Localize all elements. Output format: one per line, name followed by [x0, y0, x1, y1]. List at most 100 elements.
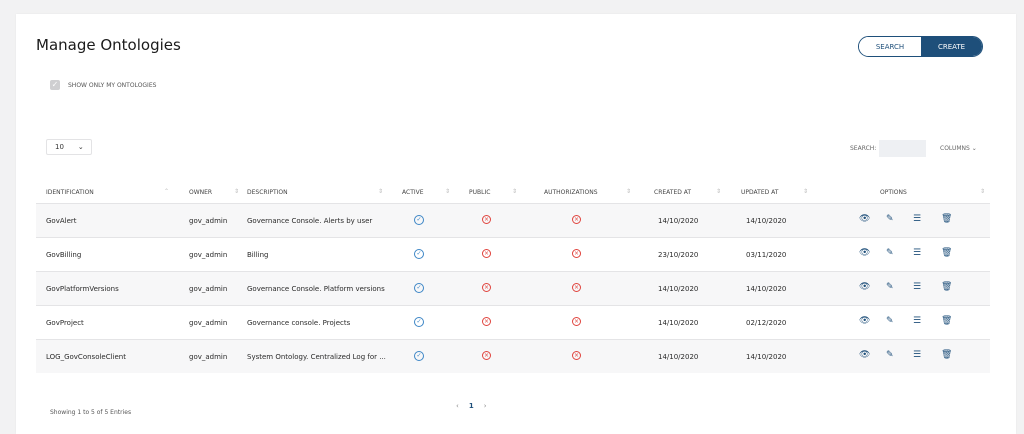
- x-circle-icon: ×: [572, 351, 581, 360]
- page-number-current[interactable]: 1: [468, 402, 474, 410]
- sort-icon[interactable]: ⇕: [626, 188, 632, 195]
- created-at-cell: 23/10/2020: [658, 251, 699, 259]
- list-icon[interactable]: ☰: [913, 214, 922, 224]
- list-icon[interactable]: ☰: [913, 248, 922, 258]
- created-at-cell: 14/10/2020: [658, 285, 699, 293]
- search-button[interactable]: SEARCH: [859, 37, 921, 56]
- x-circle-icon: ×: [482, 351, 491, 360]
- col-owner[interactable]: OWNER: [189, 189, 213, 196]
- owner-cell: gov_admin: [189, 353, 228, 361]
- trash-icon[interactable]: 🗑: [941, 316, 953, 326]
- description-cell: Governance Console. Alerts by user: [247, 217, 373, 225]
- columns-toggle[interactable]: COLUMNS ⌄: [940, 145, 977, 152]
- list-icon[interactable]: ☰: [913, 282, 922, 292]
- trash-icon[interactable]: 🗑: [941, 282, 953, 292]
- trash-icon[interactable]: 🗑: [941, 248, 953, 258]
- edit-icon[interactable]: ✎: [886, 248, 894, 258]
- x-circle-icon: ×: [482, 283, 491, 292]
- sort-icon[interactable]: ⇕: [378, 188, 384, 195]
- col-description[interactable]: DESCRIPTION: [247, 189, 288, 196]
- owner-cell: gov_admin: [189, 217, 228, 225]
- trash-icon[interactable]: 🗑: [941, 350, 953, 360]
- created-at-cell: 14/10/2020: [658, 353, 699, 361]
- owner-cell: gov_admin: [189, 319, 228, 327]
- filter-label: SHOW ONLY MY ONTOLOGIES: [68, 81, 157, 89]
- check-circle-icon: ✓: [414, 215, 424, 225]
- updated-at-cell: 02/12/2020: [746, 319, 787, 327]
- table-row: GovProject gov_admin Governance console. P…: [36, 305, 990, 339]
- description-cell: Billing: [247, 251, 269, 259]
- sort-icon[interactable]: ⇕: [445, 188, 451, 195]
- eye-icon[interactable]: 👁: [859, 350, 871, 360]
- identification-cell: LOG_GovConsoleClient: [46, 353, 126, 361]
- edit-icon[interactable]: ✎: [886, 282, 894, 292]
- page-title: Manage Ontologies: [36, 36, 181, 54]
- sort-icon[interactable]: ⇕: [803, 188, 809, 195]
- description-cell: Governance Console. Platform versions: [247, 285, 385, 293]
- table-header: IDENTIFICATION ⌃ OWNER ⇕ DESCRIPTION ⇕ A…: [36, 186, 990, 200]
- check-circle-icon: ✓: [414, 317, 424, 327]
- eye-icon[interactable]: 👁: [859, 214, 871, 224]
- create-button[interactable]: CREATE: [921, 37, 982, 56]
- col-public[interactable]: PUBLIC: [469, 189, 491, 196]
- eye-icon[interactable]: 👁: [859, 316, 871, 326]
- sort-icon[interactable]: ⇕: [980, 188, 986, 195]
- eye-icon[interactable]: 👁: [859, 248, 871, 258]
- x-circle-icon: ×: [572, 249, 581, 258]
- x-circle-icon: ×: [482, 215, 491, 224]
- identification-cell: GovBilling: [46, 251, 82, 259]
- table-search-input[interactable]: [879, 140, 926, 157]
- created-at-cell: 14/10/2020: [658, 217, 699, 225]
- table-row: GovPlatformVersions gov_admin Governance C…: [36, 271, 990, 305]
- owner-cell: gov_admin: [189, 285, 228, 293]
- eye-icon[interactable]: 👁: [859, 282, 871, 292]
- col-options: OPTIONS: [880, 189, 907, 196]
- sort-icon[interactable]: ⇕: [512, 188, 518, 195]
- sort-icon[interactable]: ⇕: [716, 188, 722, 195]
- description-cell: System Ontology. Centralized Log for ...: [247, 353, 386, 361]
- list-icon[interactable]: ☰: [913, 350, 922, 360]
- identification-cell: GovPlatformVersions: [46, 285, 119, 293]
- entries-info: Showing 1 to 5 of 5 Entries: [50, 409, 132, 416]
- table-row: GovBilling gov_admin Billing ✓ × × 23/10/2020 0…: [36, 237, 990, 271]
- col-updated-at[interactable]: UPDATED AT: [741, 189, 779, 196]
- x-circle-icon: ×: [482, 317, 491, 326]
- pagination: ‹ 1 ›: [456, 402, 487, 410]
- edit-icon[interactable]: ✎: [886, 350, 894, 360]
- x-circle-icon: ×: [482, 249, 491, 258]
- updated-at-cell: 14/10/2020: [746, 353, 787, 361]
- action-button-group: SEARCH CREATE: [858, 36, 983, 57]
- table-row: LOG_GovConsoleClient gov_admin System Onto…: [36, 339, 990, 373]
- page-size-value: 10: [55, 143, 64, 151]
- main-panel: Manage Ontologies SEARCH CREATE ✓ SHOW O…: [16, 14, 1016, 434]
- my-ontologies-filter[interactable]: ✓ SHOW ONLY MY ONTOLOGIES: [50, 80, 156, 90]
- sort-icon[interactable]: ⇕: [234, 188, 240, 195]
- list-icon[interactable]: ☰: [913, 316, 922, 326]
- trash-icon[interactable]: 🗑: [941, 214, 953, 224]
- sort-icon[interactable]: ⌃: [164, 188, 170, 195]
- col-authorizations[interactable]: AUTHORIZATIONS: [544, 189, 598, 196]
- x-circle-icon: ×: [572, 283, 581, 292]
- identification-cell: GovAlert: [46, 217, 77, 225]
- x-circle-icon: ×: [572, 215, 581, 224]
- owner-cell: gov_admin: [189, 251, 228, 259]
- identification-cell: GovProject: [46, 319, 84, 327]
- chevron-down-icon: ⌄: [77, 143, 84, 151]
- edit-icon[interactable]: ✎: [886, 316, 894, 326]
- next-page-icon[interactable]: ›: [483, 402, 487, 410]
- check-circle-icon: ✓: [414, 351, 424, 361]
- check-circle-icon: ✓: [414, 283, 424, 293]
- col-created-at[interactable]: CREATED AT: [654, 189, 692, 196]
- search-label: SEARCH:: [850, 145, 877, 152]
- col-identification[interactable]: IDENTIFICATION: [46, 189, 94, 196]
- updated-at-cell: 14/10/2020: [746, 217, 787, 225]
- updated-at-cell: 14/10/2020: [746, 285, 787, 293]
- col-active[interactable]: ACTIVE: [402, 189, 424, 196]
- page-size-select[interactable]: 10 ⌄: [46, 139, 92, 155]
- check-circle-icon: ✓: [414, 249, 424, 259]
- table-row: GovAlert gov_admin Governance Console. Ale…: [36, 203, 990, 237]
- edit-icon[interactable]: ✎: [886, 214, 894, 224]
- prev-page-icon[interactable]: ‹: [456, 402, 459, 410]
- updated-at-cell: 03/11/2020: [746, 251, 787, 259]
- checkbox-icon[interactable]: ✓: [50, 80, 60, 90]
